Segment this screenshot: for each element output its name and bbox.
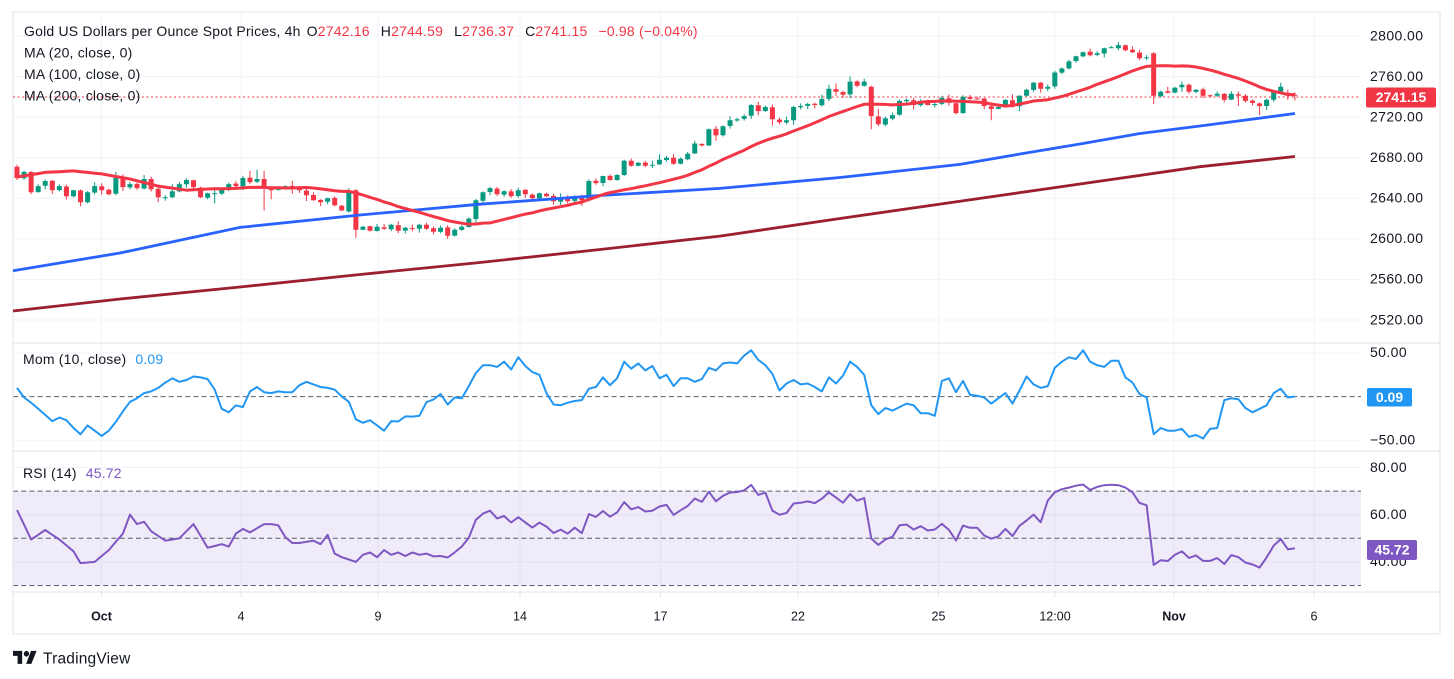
svg-text:80.00: 80.00 — [1370, 459, 1407, 475]
svg-text:6: 6 — [1311, 610, 1318, 624]
svg-text:45.72: 45.72 — [1374, 542, 1409, 558]
svg-text:Mom (10, close)0.09: Mom (10, close) 0.09 — [23, 351, 163, 367]
svg-text:50.00: 50.00 — [1370, 344, 1407, 360]
svg-text:2560.00: 2560.00 — [1370, 271, 1423, 287]
svg-text:9: 9 — [375, 610, 382, 624]
svg-text:Oct: Oct — [91, 610, 113, 624]
svg-text:2720.00: 2720.00 — [1370, 108, 1423, 124]
svg-text:2760.00: 2760.00 — [1370, 68, 1423, 84]
svg-text:2680.00: 2680.00 — [1370, 149, 1423, 165]
svg-text:RSI (14)45.72: RSI (14) 45.72 — [23, 465, 122, 481]
svg-text:2741.15: 2741.15 — [1376, 89, 1427, 105]
svg-text:TradingView: TradingView — [43, 651, 131, 668]
svg-text:60.00: 60.00 — [1370, 506, 1407, 522]
svg-text:22: 22 — [791, 610, 805, 624]
svg-text:4: 4 — [238, 610, 245, 624]
svg-text:0.09: 0.09 — [1376, 389, 1403, 405]
svg-text:2520.00: 2520.00 — [1370, 311, 1423, 327]
svg-text:2600.00: 2600.00 — [1370, 230, 1423, 246]
svg-text:MA (100, close, 0): MA (100, close, 0) — [24, 66, 140, 82]
svg-text:MA (200, close, 0): MA (200, close, 0) — [24, 88, 140, 104]
svg-text:Nov: Nov — [1162, 610, 1186, 624]
svg-text:14: 14 — [513, 610, 527, 624]
svg-text:12:00: 12:00 — [1039, 610, 1070, 624]
svg-text:17: 17 — [654, 610, 668, 624]
svg-text:−50.00: −50.00 — [1370, 432, 1416, 448]
svg-text:2800.00: 2800.00 — [1370, 27, 1423, 43]
svg-text:2640.00: 2640.00 — [1370, 190, 1423, 206]
svg-text:MA (20, close, 0): MA (20, close, 0) — [24, 45, 132, 61]
svg-text:Gold US Dollars per Ounce Spot: Gold US Dollars per Ounce Spot Prices, 4… — [24, 23, 698, 39]
svg-text:25: 25 — [932, 610, 946, 624]
